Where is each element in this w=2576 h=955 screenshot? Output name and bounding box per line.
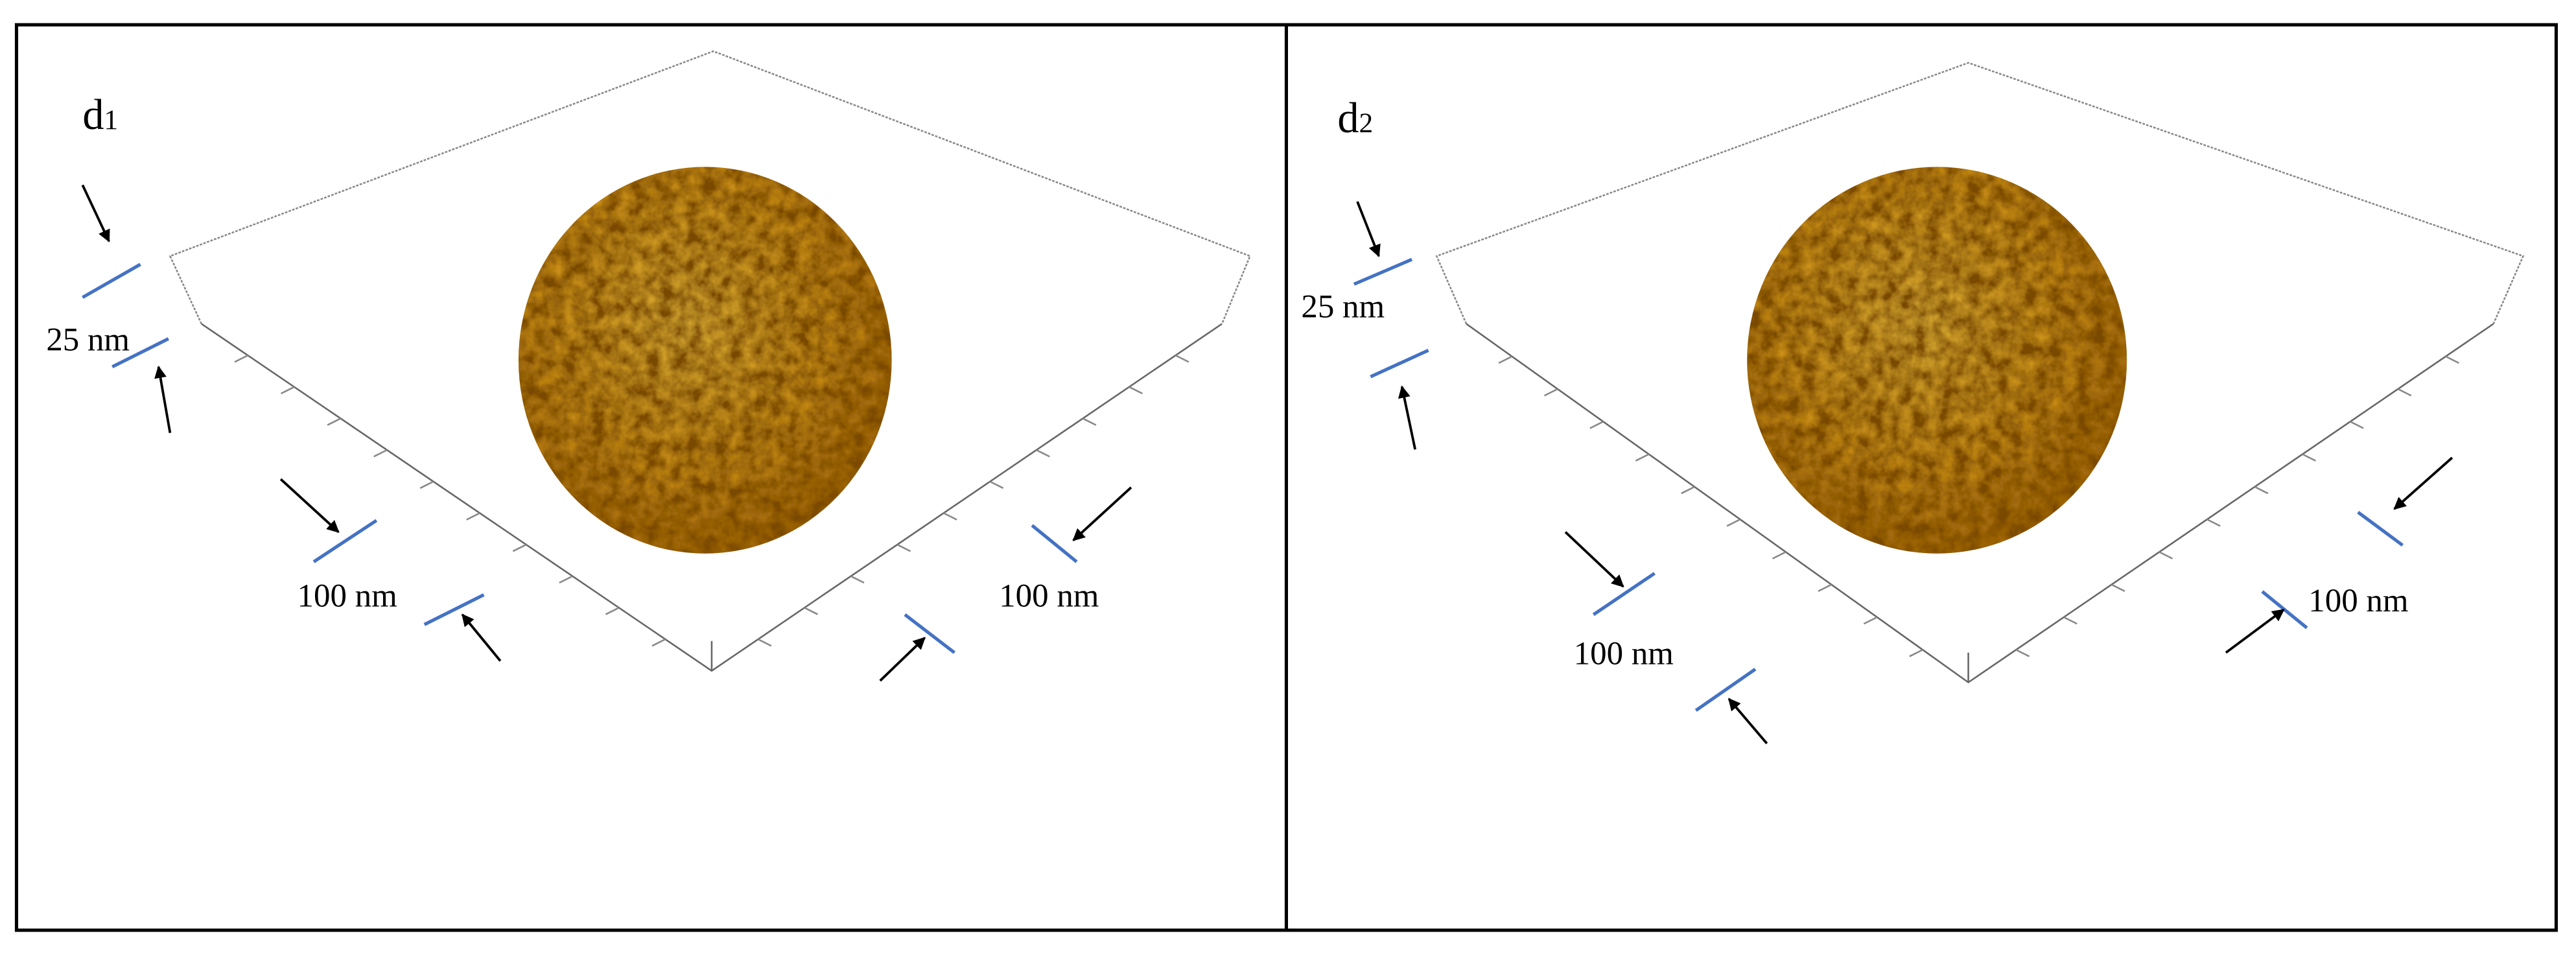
axis-tick bbox=[943, 512, 957, 521]
axis-tick bbox=[1818, 584, 1832, 593]
axis-tick bbox=[804, 607, 819, 615]
axis-tick bbox=[280, 386, 295, 395]
axis-tick bbox=[1635, 453, 1650, 462]
axis-tick bbox=[2063, 616, 2078, 625]
y-scale-label: 100 nm bbox=[999, 578, 1099, 614]
scale-marker-line bbox=[1370, 348, 1429, 379]
arrow-icon bbox=[1727, 698, 1768, 745]
arrow-icon bbox=[461, 613, 502, 662]
scale-marker-line bbox=[2357, 510, 2404, 547]
axis-tick bbox=[2350, 421, 2364, 429]
axis-tick bbox=[1909, 649, 1923, 657]
axis-tick bbox=[651, 638, 666, 647]
panel-label: d2 bbox=[1337, 95, 1373, 142]
scale-marker-line bbox=[82, 263, 141, 299]
axis-tick bbox=[1036, 449, 1050, 458]
scale-marker-line bbox=[904, 613, 955, 654]
scale-marker-line bbox=[1592, 572, 1656, 617]
afm-surface-image bbox=[518, 167, 892, 554]
panel-d1: d1 25 nm 100 nm 100 nm bbox=[46, 50, 1252, 682]
panel-label-main: d bbox=[82, 91, 104, 139]
z-scale-label: 25 nm bbox=[1301, 289, 1385, 325]
axis-tick bbox=[757, 638, 772, 647]
arrow-icon bbox=[2393, 456, 2453, 510]
axis-tick bbox=[2397, 388, 2412, 397]
afm-surface-image bbox=[1747, 167, 2127, 554]
axis-tick bbox=[1726, 518, 1741, 527]
panel-d2: d2 25 nm 100 nm 100 nm bbox=[1301, 62, 2525, 745]
axis-tick bbox=[1863, 616, 1878, 625]
arrow-icon bbox=[1072, 486, 1132, 541]
scale-marker-line bbox=[1694, 668, 1757, 712]
scale-marker-line bbox=[111, 337, 169, 369]
axis-tick bbox=[2445, 355, 2459, 364]
axis-tick bbox=[2302, 453, 2317, 462]
axis-tick bbox=[2159, 551, 2173, 560]
x-scale-label: 100 nm bbox=[298, 578, 397, 614]
arrow-icon bbox=[154, 365, 172, 434]
arrow-icon bbox=[879, 637, 926, 682]
axis-tick bbox=[512, 543, 527, 552]
axis-tick bbox=[1175, 355, 1189, 363]
y-scale-label: 100 nm bbox=[2308, 583, 2408, 619]
scale-marker-line bbox=[1031, 524, 1078, 563]
axis-tick bbox=[559, 575, 573, 584]
axis-tick bbox=[1772, 551, 1786, 560]
panel-label-sub: 2 bbox=[1359, 108, 1374, 139]
panel-label-main: d bbox=[1337, 95, 1359, 142]
arrow-icon bbox=[1398, 385, 1417, 450]
axis-tick bbox=[850, 575, 865, 584]
axis-tick bbox=[1543, 388, 1558, 397]
panel-label-sub: 1 bbox=[104, 104, 118, 136]
axis-tick bbox=[1129, 386, 1143, 395]
axis-tick bbox=[373, 449, 388, 458]
axis-tick bbox=[1082, 418, 1097, 426]
arrow-icon bbox=[2225, 608, 2285, 654]
axis-tick bbox=[466, 512, 480, 521]
panel-label: d1 bbox=[82, 91, 118, 139]
z-scale-label: 25 nm bbox=[46, 322, 130, 358]
axis-tick bbox=[2111, 584, 2125, 593]
axis-tick bbox=[419, 480, 434, 489]
axis-tick bbox=[989, 480, 1004, 489]
axis-tick bbox=[2254, 486, 2269, 495]
scale-marker-line bbox=[1353, 257, 1413, 286]
arrow-icon bbox=[1564, 531, 1624, 588]
axis-tick bbox=[2207, 518, 2221, 527]
arrow-icon bbox=[81, 184, 110, 242]
axis-tick bbox=[1498, 355, 1513, 364]
box-top-edges bbox=[169, 50, 1252, 325]
box-top-edges bbox=[1435, 62, 2525, 325]
axis-tick bbox=[1589, 421, 1604, 429]
axis-tick bbox=[1681, 486, 1695, 495]
arrow-icon bbox=[279, 478, 340, 534]
axis-tick bbox=[896, 543, 911, 552]
arrow-icon bbox=[1356, 201, 1381, 257]
axis-tick bbox=[327, 418, 342, 426]
scale-marker-line bbox=[312, 519, 378, 563]
axis-tick bbox=[234, 355, 248, 363]
scale-marker-line bbox=[423, 593, 485, 626]
axis-tick bbox=[2015, 649, 2030, 657]
x-scale-label: 100 nm bbox=[1574, 635, 1674, 672]
axis-tick bbox=[605, 607, 620, 615]
